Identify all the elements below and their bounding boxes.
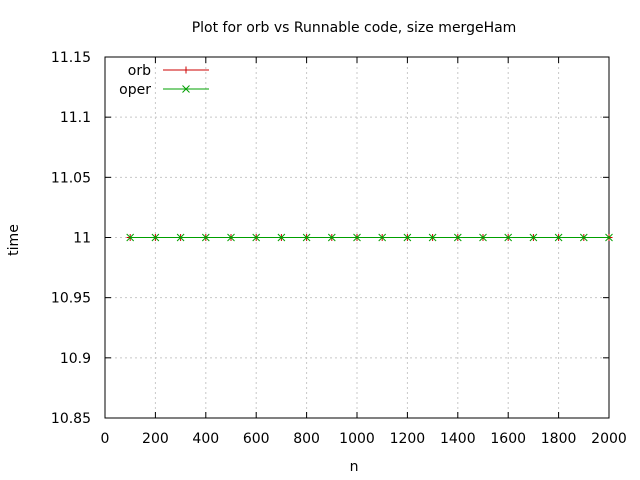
legend-label-orb: orb: [128, 63, 151, 79]
data-point-oper-d2: [378, 233, 387, 242]
data-point-oper: [302, 233, 311, 242]
x-tick-label: 600: [243, 431, 270, 447]
data-point-oper-d2: [353, 233, 361, 242]
data-point-oper-d2: [227, 233, 235, 242]
data-point-oper: [403, 233, 412, 242]
x-tick-label: 0: [101, 431, 110, 447]
series-layer: [126, 233, 613, 242]
data-point-oper: [126, 233, 135, 242]
data-point-oper: [554, 233, 563, 242]
x-tick-label: 800: [293, 431, 320, 447]
x-tick-label: 1000: [339, 431, 375, 447]
x-tick-label: 1800: [541, 431, 577, 447]
data-point-oper: [453, 233, 462, 242]
data-point-oper: [605, 233, 613, 242]
x-tick-label: 400: [192, 431, 219, 447]
legend-marker-oper: [182, 85, 190, 93]
x-tick-label: 1600: [490, 431, 526, 447]
x-tick-label: 2000: [591, 431, 627, 447]
data-point-oper-d2: [579, 233, 588, 242]
x-tick-label: 1200: [390, 431, 426, 447]
data-point-oper: [227, 233, 235, 242]
y-tick-label: 10.9: [60, 351, 91, 367]
data-point-oper-d2: [327, 233, 336, 242]
data-point-oper: [378, 233, 387, 242]
data-point-oper: [277, 233, 286, 242]
legend-label-oper: oper: [119, 82, 151, 98]
y-tick-label: 11.15: [51, 50, 91, 66]
legend: orb oper: [119, 63, 209, 98]
data-point-oper-d2: [126, 233, 135, 242]
data-point-oper-d2: [504, 233, 513, 242]
data-point-oper-d2: [201, 233, 210, 242]
data-point-oper: [579, 233, 588, 242]
data-point-oper: [504, 233, 513, 242]
x-axis-label: n: [350, 459, 359, 475]
y-axis: 10.85 10.9 10.95 11 11.05 11.1 11.15: [51, 50, 609, 427]
data-point-oper-d2: [403, 233, 412, 242]
data-point-oper-d2: [529, 233, 538, 242]
y-tick-label: 10.95: [51, 291, 91, 307]
data-point-oper: [327, 233, 336, 242]
y-tick-label: 11.05: [51, 170, 91, 186]
data-point-oper-d2: [479, 233, 487, 242]
data-point-oper: [176, 233, 185, 242]
data-point-oper: [428, 233, 437, 242]
data-point-oper: [151, 233, 160, 242]
y-axis-label: time: [6, 224, 22, 256]
data-point-oper: [479, 233, 487, 242]
y-tick-label: 11: [73, 231, 91, 247]
y-tick-label: 10.85: [51, 411, 91, 427]
data-point-oper-d2: [453, 233, 462, 242]
data-point-oper-d2: [605, 233, 613, 242]
data-point-oper-d2: [151, 233, 160, 242]
x-tick-label: 1400: [440, 431, 476, 447]
data-point-oper-d2: [554, 233, 563, 242]
data-point-oper-d2: [176, 233, 185, 242]
data-point-oper-d2: [277, 233, 286, 242]
data-point-oper: [201, 233, 210, 242]
y-tick-label: 11.1: [60, 110, 91, 126]
legend-marker-orb: [182, 66, 190, 74]
series-oper: [126, 233, 613, 242]
data-point-oper: [252, 233, 261, 242]
x-axis: 0 200 400 600 800 1000 1200 1400 1600 1800 2000: [101, 57, 627, 447]
data-point-oper: [529, 233, 538, 242]
legend-marker-oper-d2: [182, 85, 190, 93]
chart-title: Plot for orb vs Runnable code, size merg…: [192, 20, 517, 36]
x-tick-label: 200: [142, 431, 169, 447]
data-point-oper-d2: [302, 233, 311, 242]
data-point-oper-d2: [428, 233, 437, 242]
data-point-oper: [353, 233, 361, 242]
data-point-oper-d2: [252, 233, 261, 242]
